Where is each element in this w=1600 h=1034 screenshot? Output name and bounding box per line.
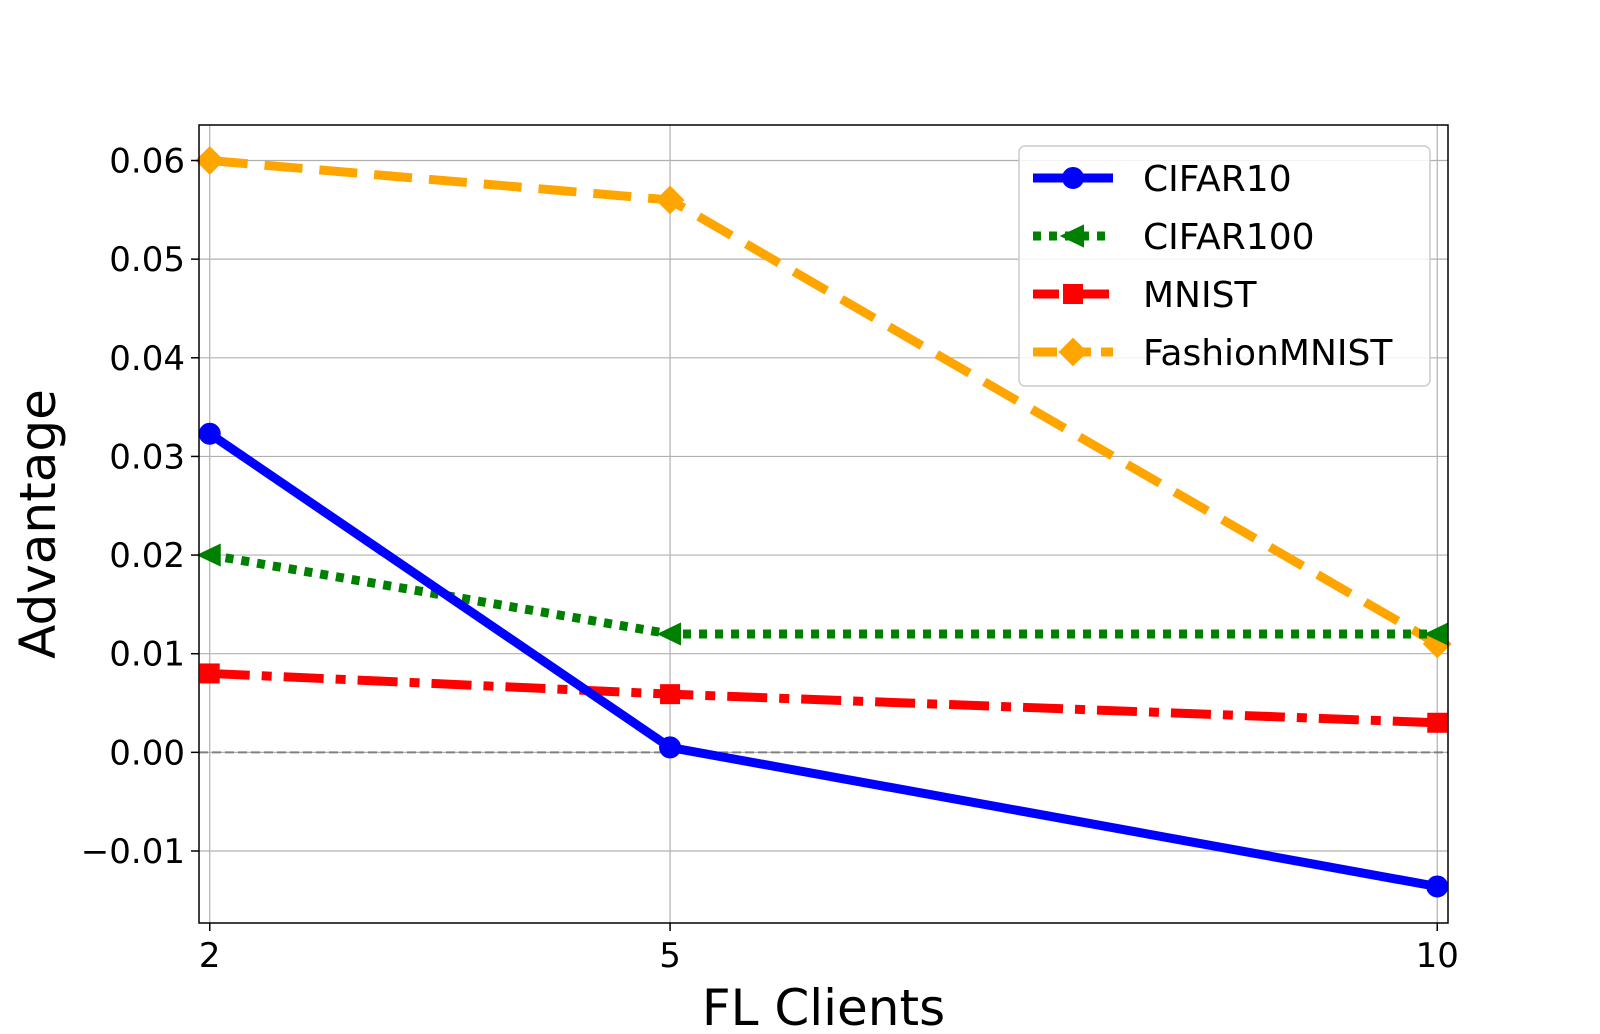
legend-entry: MNIST — [1033, 275, 1257, 316]
data-point-marker — [199, 663, 220, 684]
y-tick-label: 0.00 — [109, 733, 185, 773]
data-point-marker — [660, 684, 681, 705]
data-point-marker — [1062, 167, 1084, 189]
x-tick-label: 5 — [659, 936, 681, 976]
x-axis-title: FL Clients — [702, 979, 945, 1034]
series-line — [209, 668, 1438, 728]
y-axis-title: Advantage — [9, 389, 67, 659]
data-point-marker — [1427, 712, 1448, 733]
series-cifar100 — [196, 543, 1449, 646]
legend-label: CIFAR10 — [1143, 159, 1292, 200]
series-mnist — [199, 663, 1448, 733]
x-tick-label: 2 — [199, 936, 221, 976]
data-point-marker — [656, 622, 682, 646]
data-point-marker — [1426, 875, 1449, 898]
series-lines — [195, 146, 1452, 898]
series-line — [207, 430, 1439, 891]
y-tick-label: 0.02 — [109, 536, 185, 576]
y-tick-label: −0.01 — [81, 832, 185, 872]
legend-box — [1018, 145, 1431, 387]
data-point-marker — [1063, 284, 1083, 304]
y-tick-label: 0.04 — [109, 339, 185, 379]
plot-frame — [198, 124, 1449, 924]
legend-entry: CIFAR100 — [1033, 217, 1315, 258]
x-tick-label: 10 — [1416, 936, 1459, 976]
y-tick-label: 0.06 — [109, 142, 185, 182]
legend-label: CIFAR100 — [1143, 217, 1315, 258]
y-tick-label: 0.01 — [109, 635, 185, 675]
data-point-marker — [655, 185, 685, 215]
data-point-marker — [1059, 224, 1084, 248]
series-cifar10 — [198, 422, 1449, 898]
data-point-marker — [196, 543, 221, 567]
data-point-marker — [195, 146, 225, 175]
data-point-marker — [1058, 337, 1088, 367]
legend: CIFAR10 CIFAR100 MNIST FashionMNIST — [1018, 145, 1431, 387]
y-tick-label: 0.05 — [109, 240, 185, 280]
data-point-marker — [198, 422, 221, 445]
legend-label: FashionMNIST — [1143, 333, 1393, 374]
data-point-marker — [659, 736, 682, 759]
series-fashionmnist — [195, 146, 1452, 659]
series-line — [208, 550, 1438, 639]
legend-entry: CIFAR10 — [1033, 159, 1292, 200]
legend-entry: FashionMNIST — [1033, 333, 1393, 374]
y-tick-label: 0.03 — [109, 437, 185, 477]
axis-ticks: −0.01 0.00 0.01 0.02 0.03 0.04 0.05 0.06 2 5 10 — [81, 142, 1459, 976]
legend-label: MNIST — [1143, 275, 1257, 316]
